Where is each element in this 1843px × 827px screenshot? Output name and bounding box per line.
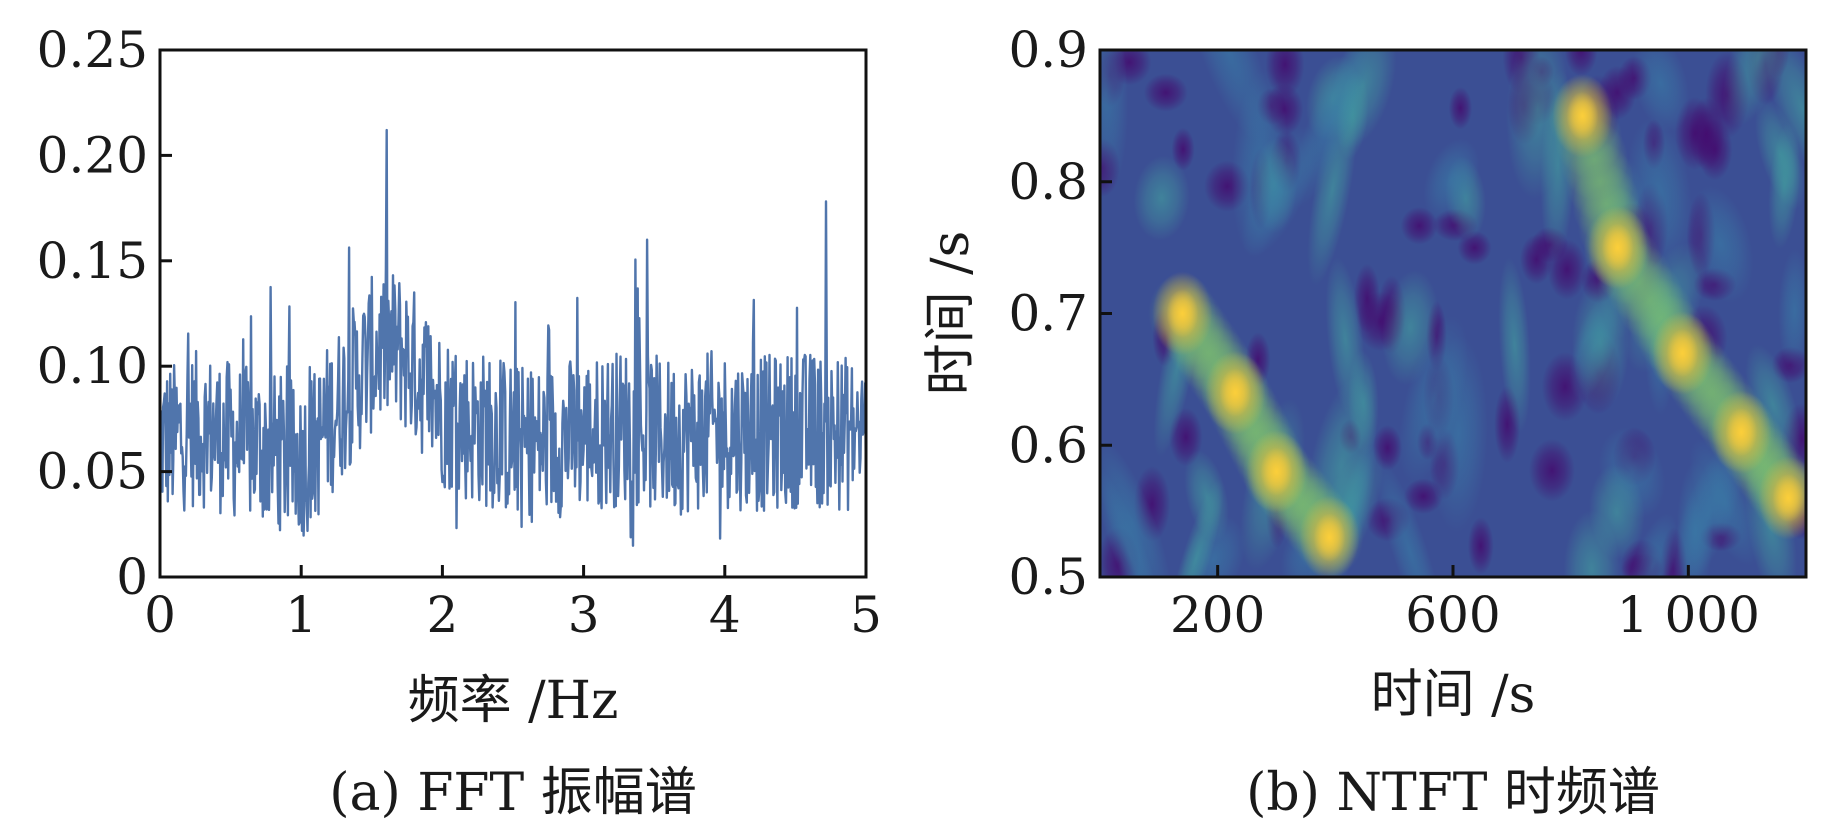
ridge-peak-core <box>1313 513 1346 562</box>
heatmap-mid-region <box>1627 513 1678 577</box>
ntft-x-axis-label: 时间 /s <box>1371 665 1536 725</box>
ntft-y-tick-label: 0.7 <box>1008 285 1088 343</box>
fft-x-axis-label: 频率 /Hz <box>408 671 619 731</box>
ridge-peak-core <box>1601 223 1634 272</box>
heatmap-low-region <box>1467 517 1494 575</box>
heatmap-mid-region <box>1765 50 1806 186</box>
ntft-x-tick-label: 600 <box>1405 586 1500 644</box>
heatmap-mid-region <box>1375 458 1445 577</box>
fft-x-tick-label: 4 <box>709 586 741 644</box>
ridge-peak-core <box>1666 329 1699 378</box>
ntft-x-tick-label: 200 <box>1170 586 1265 644</box>
heatmap-mid-region <box>1167 479 1224 577</box>
fft-y-tick-label: 0.10 <box>37 337 148 395</box>
heatmap-low-region <box>1528 439 1576 502</box>
fft-x-tick-label: 5 <box>850 586 882 644</box>
heatmap-mid-region <box>1778 248 1806 373</box>
heatmap-mid-region <box>1498 257 1531 433</box>
ridge-peak-core <box>1219 368 1252 417</box>
heatmap-low-region <box>1519 234 1554 285</box>
heatmap-mid-region <box>1184 50 1273 145</box>
fft-amplitude-chart: 0 0.05 0.10 0.15 0.20 0.25 0 1 2 3 4 5 频率 /Hz (a) … <box>37 21 882 823</box>
ridge-peak-core <box>1772 473 1805 522</box>
ntft-y-tick-label: 0.6 <box>1008 416 1088 474</box>
ntft-y-tick-label: 0.5 <box>1008 548 1088 606</box>
heatmap-mid-region <box>1428 335 1488 533</box>
heatmap-mid-region <box>1722 50 1794 127</box>
ridge-peak-core <box>1725 408 1758 457</box>
ntft-caption: (b) NTFT 时频谱 <box>1246 763 1660 823</box>
fft-plot-frame <box>158 48 868 579</box>
ridge-peak-core <box>1260 447 1293 496</box>
fft-y-tick-label: 0.15 <box>37 232 148 290</box>
ntft-spectrogram-chart: 0.50.60.70.80.9 200 600 1 000 时间 /s 时间 /s … <box>921 21 1808 823</box>
fft-x-tick-label: 0 <box>144 586 176 644</box>
ntft-y-tick-label: 0.9 <box>1008 21 1088 79</box>
ntft-y-ticks: 0.5 0.6 0.7 0.8 0.9 <box>1008 21 1112 606</box>
heatmap-mid-region <box>1241 126 1318 257</box>
ntft-heatmap <box>1100 50 1806 577</box>
heatmap-mid-region <box>1100 466 1167 577</box>
fft-y-tick-label: 0.20 <box>37 126 148 184</box>
fft-y-ticks: 0 0.05 0.10 0.15 0.20 0.25 <box>37 21 172 606</box>
heatmap-mid-region <box>1133 155 1190 241</box>
ridge-peak-core <box>1166 289 1199 338</box>
fft-series-line <box>160 128 866 547</box>
heatmap-low-region <box>1143 73 1188 112</box>
ntft-x-ticks: 200 600 1 000 <box>1170 565 1760 644</box>
heatmap-mid-region <box>1100 50 1129 191</box>
fft-x-tick-label: 1 <box>285 586 317 644</box>
heatmap-ridges <box>1148 73 1806 577</box>
heatmap-mid-region <box>1768 122 1801 250</box>
fft-y-tick-label: 0.05 <box>37 443 148 501</box>
ntft-y-axis-label: 时间 /s <box>921 231 981 396</box>
fft-x-tick-label: 2 <box>426 586 458 644</box>
heatmap-mid-region <box>1632 50 1690 133</box>
heatmap-low-region <box>1171 127 1195 171</box>
fft-y-tick-label: 0 <box>116 548 148 606</box>
fft-x-tick-label: 3 <box>568 586 600 644</box>
heatmap-mid-region <box>1563 510 1620 577</box>
fft-y-tick-label: 0.25 <box>37 21 148 79</box>
heatmap-low-region <box>1448 86 1473 130</box>
heatmap-low-region <box>1564 50 1598 77</box>
fft-caption: (a) FFT 振幅谱 <box>329 763 696 823</box>
heatmap-low-region <box>1688 97 1725 171</box>
ntft-x-tick-label: 1 000 <box>1617 586 1760 644</box>
ntft-y-tick-label: 0.8 <box>1008 153 1088 211</box>
heatmap-low-region <box>1400 206 1438 245</box>
fft-x-ticks: 0 1 2 3 4 5 <box>144 565 882 644</box>
fft-line <box>160 128 866 547</box>
heatmap-mid-region <box>1423 138 1480 221</box>
heatmap-mid-region <box>1670 437 1747 577</box>
ridge-peak-core <box>1566 91 1599 140</box>
